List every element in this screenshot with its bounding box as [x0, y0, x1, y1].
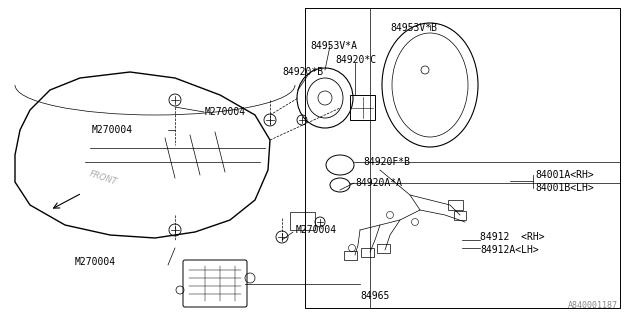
Text: 84912  <RH>: 84912 <RH> — [480, 232, 545, 242]
Bar — [360, 247, 374, 257]
Bar — [350, 95, 375, 120]
Text: 84920*B: 84920*B — [282, 67, 323, 77]
Text: 84953V*A: 84953V*A — [310, 41, 357, 51]
Text: 84920*C: 84920*C — [335, 55, 376, 65]
Text: 84920A*A: 84920A*A — [355, 178, 402, 188]
Text: 84001B<LH>: 84001B<LH> — [535, 183, 594, 193]
Text: M270004: M270004 — [296, 225, 337, 235]
Text: 84920F*B: 84920F*B — [363, 157, 410, 167]
Text: M270004: M270004 — [92, 125, 133, 135]
Bar — [290, 212, 315, 230]
Bar — [376, 244, 390, 252]
Bar — [454, 211, 466, 220]
Text: 84965: 84965 — [360, 291, 389, 301]
Text: M270004: M270004 — [205, 107, 246, 117]
Text: A840001187: A840001187 — [568, 301, 618, 310]
Text: M270004: M270004 — [75, 257, 116, 267]
Text: 84001A<RH>: 84001A<RH> — [535, 170, 594, 180]
Text: 84953V*B: 84953V*B — [390, 23, 437, 33]
Text: 84912A<LH>: 84912A<LH> — [480, 245, 539, 255]
Text: FRONT: FRONT — [88, 170, 118, 187]
Bar — [344, 251, 356, 260]
Bar — [447, 200, 463, 210]
